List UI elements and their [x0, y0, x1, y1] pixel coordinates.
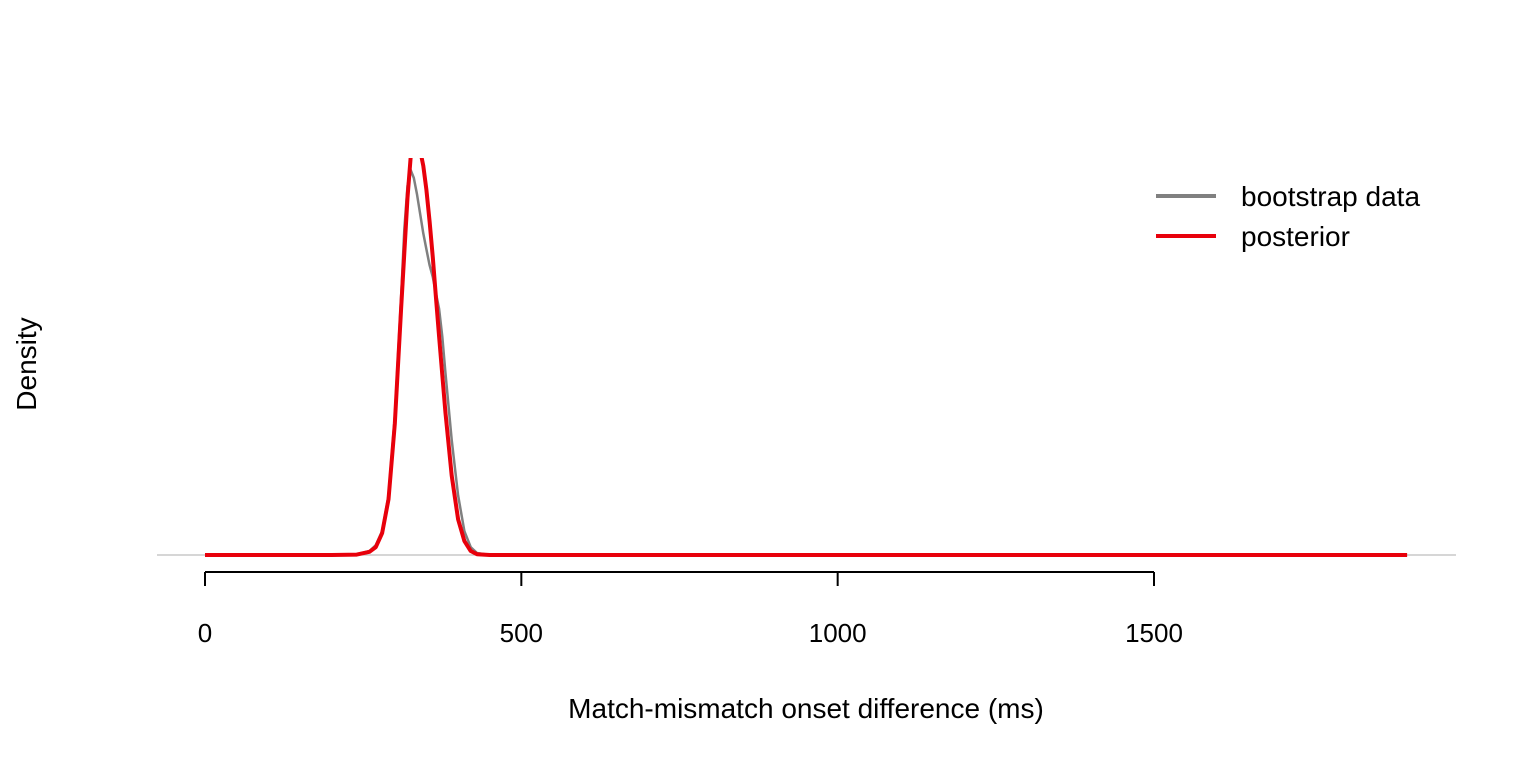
series-layer: [205, 158, 1408, 557]
x-axis-title: Match-mismatch onset difference (ms): [568, 693, 1044, 724]
x-tick-label: 1000: [809, 618, 867, 648]
legend-label-bootstrap: bootstrap data: [1241, 181, 1420, 212]
legend: bootstrap data posterior: [1156, 181, 1420, 252]
x-tick-label: 0: [198, 618, 212, 648]
x-tick-label: 1500: [1125, 618, 1183, 648]
x-axis: 0 500 1000 1500: [198, 571, 1183, 648]
legend-label-posterior: posterior: [1241, 221, 1350, 252]
y-axis-title: Density: [11, 317, 42, 410]
series-line-bootstrap: [205, 168, 1408, 557]
x-tick-label: 500: [500, 618, 543, 648]
series-line-posterior: [205, 158, 1408, 557]
